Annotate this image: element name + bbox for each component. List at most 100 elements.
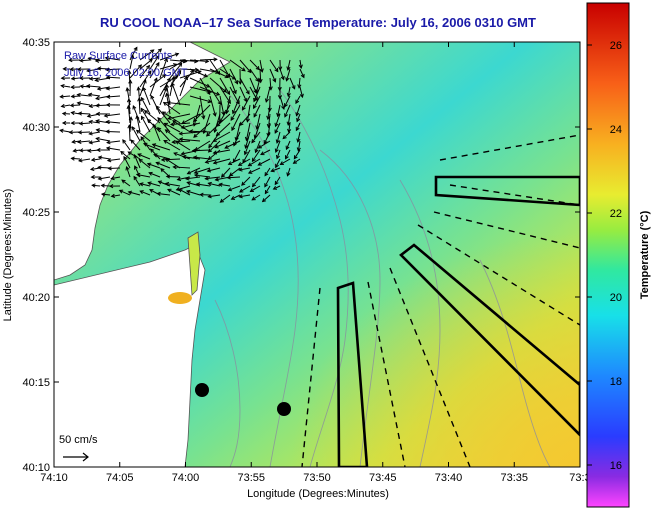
current-vector bbox=[129, 55, 134, 70]
current-vector-head bbox=[130, 54, 135, 59]
current-vector bbox=[194, 140, 211, 151]
current-vector-head bbox=[233, 142, 237, 147]
current-vector-head bbox=[78, 158, 83, 163]
current-vector-head bbox=[172, 165, 177, 170]
current-vector bbox=[199, 95, 205, 119]
current-vector bbox=[128, 125, 131, 142]
current-vector-head bbox=[272, 78, 277, 83]
current-vector bbox=[77, 94, 91, 97]
current-vector-head bbox=[59, 94, 64, 99]
current-vector bbox=[248, 167, 261, 174]
current-vector-head bbox=[193, 133, 198, 138]
current-vector-head bbox=[103, 113, 109, 118]
current-vector bbox=[249, 86, 258, 101]
current-vector-head bbox=[295, 112, 300, 117]
current-vector-head bbox=[282, 135, 287, 140]
current-vector bbox=[229, 59, 246, 72]
current-vector-head bbox=[90, 157, 96, 162]
y-tick-label: 40:10 bbox=[22, 462, 50, 474]
current-vector-head bbox=[207, 156, 213, 161]
current-vector bbox=[98, 166, 111, 169]
current-vector-head bbox=[215, 122, 221, 127]
current-vector-head bbox=[275, 163, 279, 169]
current-vector bbox=[262, 194, 271, 202]
current-vector bbox=[119, 189, 131, 196]
current-vector bbox=[80, 59, 91, 62]
current-vector bbox=[129, 64, 142, 79]
current-vector bbox=[269, 77, 272, 90]
current-vector bbox=[78, 112, 91, 115]
current-vector-head bbox=[257, 144, 263, 149]
current-vector-head bbox=[215, 132, 221, 137]
current-vector bbox=[282, 131, 291, 139]
current-vector bbox=[297, 131, 301, 142]
current-vector-head bbox=[79, 76, 84, 81]
current-vector-head bbox=[161, 111, 167, 116]
current-vector-head bbox=[284, 103, 288, 108]
current-vector-head bbox=[275, 154, 280, 160]
current-vector bbox=[224, 140, 241, 149]
current-vector-head bbox=[255, 66, 260, 71]
x-tick-label: 73:45 bbox=[369, 472, 397, 484]
legend-line-2: July 16, 2006 02:00 GMT bbox=[64, 67, 188, 79]
current-vector bbox=[139, 49, 154, 61]
current-vector bbox=[179, 76, 188, 97]
current-vector-head bbox=[253, 104, 257, 110]
current-vector bbox=[120, 151, 131, 160]
current-vector-head bbox=[139, 182, 144, 187]
current-vector-head bbox=[96, 147, 101, 153]
current-vector-head bbox=[70, 120, 75, 126]
current-vector-head bbox=[264, 183, 269, 188]
current-vector bbox=[297, 140, 301, 151]
x-tick-label: 74:10 bbox=[40, 472, 68, 484]
current-vector-head bbox=[218, 182, 223, 187]
current-vector bbox=[259, 68, 262, 83]
x-tick-label: 73:3 bbox=[569, 472, 590, 484]
current-vector-head bbox=[134, 165, 138, 170]
current-vector bbox=[239, 86, 248, 102]
current-vector bbox=[179, 138, 201, 142]
colorbar-tick-label: 18 bbox=[610, 376, 622, 388]
current-vector-head bbox=[142, 86, 147, 92]
current-vector-head bbox=[133, 153, 138, 159]
current-vector bbox=[175, 140, 191, 151]
current-vector bbox=[244, 140, 251, 155]
current-vector bbox=[209, 95, 216, 117]
current-vector-head bbox=[88, 76, 94, 81]
current-vector bbox=[149, 62, 160, 79]
current-vector bbox=[134, 154, 141, 169]
current-vector bbox=[138, 159, 151, 169]
current-vector-head bbox=[79, 58, 84, 63]
current-vector-head bbox=[160, 168, 165, 173]
current-vector bbox=[194, 167, 211, 174]
current-vector-head bbox=[61, 120, 67, 126]
current-vector bbox=[185, 176, 201, 180]
current-vector-head bbox=[193, 173, 199, 178]
current-vector bbox=[258, 158, 271, 166]
current-vector bbox=[242, 149, 251, 163]
current-vector bbox=[162, 111, 181, 124]
current-vector-head bbox=[70, 76, 76, 81]
current-vector-head bbox=[206, 83, 211, 88]
current-vector bbox=[147, 182, 161, 187]
current-vector bbox=[203, 113, 211, 134]
current-vector bbox=[232, 95, 241, 114]
current-vector bbox=[60, 129, 71, 133]
current-vector-head bbox=[245, 118, 250, 123]
current-vector-head bbox=[153, 153, 158, 158]
current-vector-head bbox=[167, 188, 172, 193]
current-vector-head bbox=[226, 175, 231, 180]
current-vector bbox=[168, 113, 191, 120]
current-vector bbox=[181, 122, 201, 129]
current-vector-head bbox=[163, 140, 168, 144]
current-vector-head bbox=[127, 190, 133, 195]
current-vector-head bbox=[70, 85, 75, 90]
current-vector-head bbox=[259, 68, 264, 73]
current-vector-head bbox=[270, 168, 275, 173]
current-vector-head bbox=[150, 49, 155, 54]
current-vector bbox=[179, 68, 199, 71]
current-vector-head bbox=[105, 102, 111, 108]
current-vector-head bbox=[261, 198, 267, 203]
current-vector bbox=[77, 102, 91, 106]
current-vector bbox=[296, 104, 301, 116]
